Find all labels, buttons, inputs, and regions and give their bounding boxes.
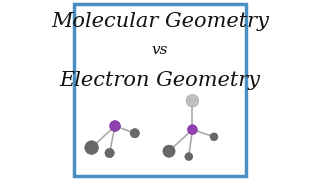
Circle shape: [186, 94, 199, 107]
Circle shape: [85, 141, 99, 154]
Circle shape: [163, 145, 175, 157]
Circle shape: [105, 148, 114, 158]
Circle shape: [188, 125, 197, 134]
Text: Molecular Geometry: Molecular Geometry: [51, 12, 269, 31]
Text: .  .: . .: [189, 97, 196, 102]
Circle shape: [185, 153, 193, 161]
Circle shape: [109, 121, 120, 131]
Text: vs: vs: [152, 43, 168, 57]
Text: Electron Geometry: Electron Geometry: [60, 71, 260, 91]
Circle shape: [210, 133, 218, 141]
Circle shape: [130, 129, 140, 138]
